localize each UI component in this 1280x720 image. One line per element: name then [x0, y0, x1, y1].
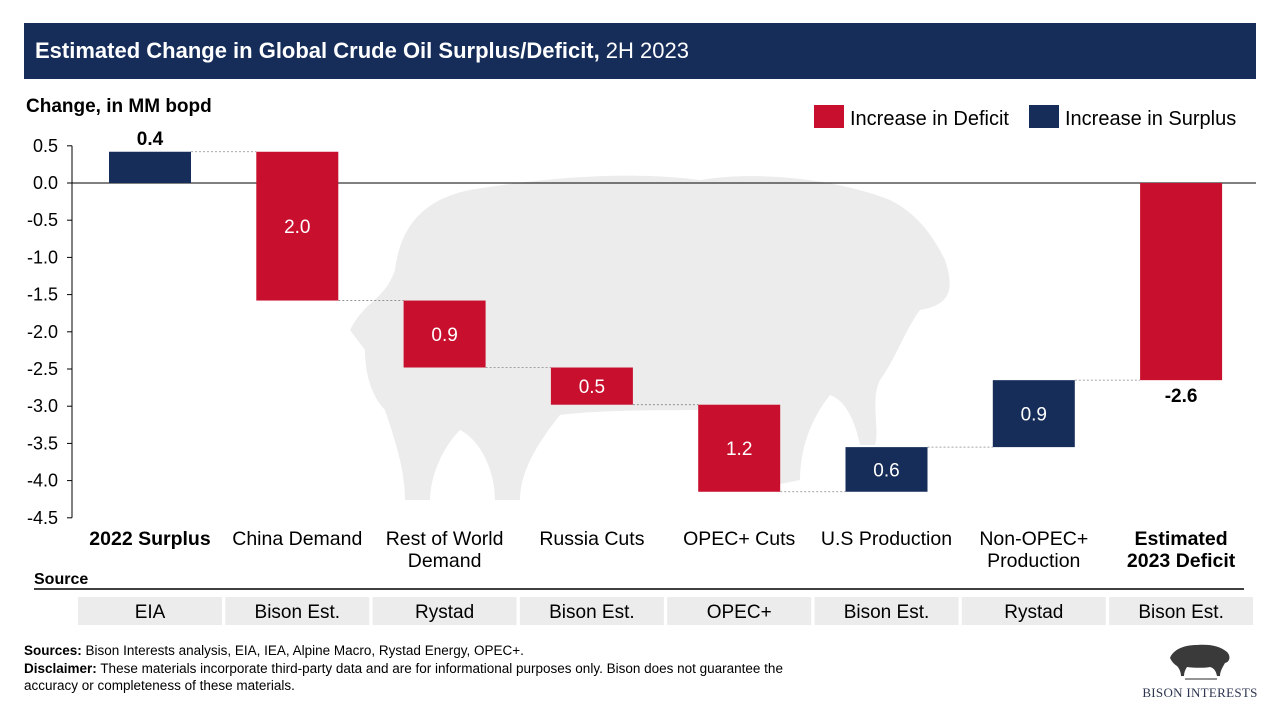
data-label: 0.9 — [1021, 405, 1047, 426]
x-category-label: Production — [987, 550, 1080, 572]
y-tick-label: -1.5 — [27, 285, 58, 305]
legend: Increase in Deficit Increase in Surplus — [814, 105, 1236, 130]
source-cell — [225, 597, 370, 625]
chart-title-period: 2H 2023 — [605, 38, 689, 63]
source-cell — [1109, 597, 1254, 625]
y-tick-label: 0.5 — [33, 136, 58, 156]
data-label: 0.9 — [431, 325, 457, 346]
x-category-label: 2022 Surplus — [89, 528, 211, 550]
bison-interests-logo: BISON INTERESTS — [1140, 640, 1260, 701]
source-cell-label: Bison Est. — [549, 602, 635, 623]
source-cell — [372, 597, 517, 625]
source-cell-label: Rystad — [415, 602, 474, 623]
x-category-label: U.S Production — [821, 528, 952, 550]
chart-title-bar: Estimated Change in Global Crude Oil Sur… — [24, 23, 1256, 79]
y-tick-label: -0.5 — [27, 210, 58, 230]
bar-4 — [698, 404, 781, 492]
y-tick-label: -3.5 — [27, 433, 58, 453]
source-row-label: Source — [34, 571, 88, 588]
bar-6 — [992, 380, 1075, 448]
source-cell — [519, 597, 664, 625]
data-label: 0.4 — [137, 129, 164, 150]
sources-text: Bison Interests analysis, EIA, IEA, Alpi… — [85, 643, 524, 658]
source-cell-label: Rystad — [1004, 602, 1063, 623]
x-category-label: Rest of World — [386, 528, 504, 550]
bar-2 — [403, 300, 486, 368]
logo-text: BISON INTERESTS — [1142, 685, 1258, 700]
chart-title-bold: Estimated Change in Global Crude Oil Sur… — [35, 38, 600, 63]
source-cell — [78, 597, 222, 625]
x-category-label: Estimated — [1134, 528, 1227, 550]
data-label: 0.5 — [579, 377, 605, 398]
sources-label: Sources: — [24, 643, 82, 658]
source-cell — [961, 597, 1106, 625]
source-cell-label: OPEC+ — [707, 602, 772, 623]
y-axis-label: Change, in MM bopd — [26, 96, 212, 117]
x-category-label: Demand — [408, 550, 482, 572]
legend-swatch-surplus — [1029, 105, 1059, 128]
x-category-label: China Demand — [232, 528, 362, 550]
source-cell-label: EIA — [135, 602, 166, 623]
footer-notes: Sources: Bison Interests analysis, EIA, … — [24, 642, 784, 695]
x-category-label: OPEC+ Cuts — [683, 528, 795, 550]
disclaimer-text: These materials incorporate third-party … — [24, 660, 783, 694]
legend-label-surplus: Increase in Surplus — [1065, 108, 1236, 130]
source-cell-label: Bison Est. — [255, 602, 341, 623]
x-category-label: 2023 Deficit — [1127, 550, 1236, 572]
y-tick-label: -1.0 — [27, 247, 58, 267]
bar-7 — [1140, 183, 1223, 381]
source-cell — [814, 597, 959, 625]
data-label: -2.6 — [1165, 386, 1198, 407]
legend-label-deficit: Increase in Deficit — [850, 108, 1009, 130]
x-category-label: Russia Cuts — [539, 528, 644, 550]
source-cell — [667, 597, 812, 625]
bar-5 — [845, 447, 928, 492]
disclaimer-label: Disclaimer: — [24, 660, 97, 676]
waterfall-chart: 0.5 0.0 -0.5 -1.0 -1.5 -2.0 -2.5 -3.0 -3.5 -4.0 -4… — [26, 96, 1256, 625]
bar-0 — [109, 151, 191, 183]
bar-1 — [256, 151, 339, 301]
bar-3 — [550, 367, 633, 405]
bison-logo-icon — [1170, 644, 1230, 680]
x-category-label: Non-OPEC+ — [979, 528, 1088, 550]
y-tick-label: -2.5 — [27, 359, 58, 379]
source-cell-label: Bison Est. — [844, 602, 930, 623]
y-tick-label: -2.0 — [27, 322, 58, 342]
y-tick-label: -4.5 — [27, 508, 58, 528]
data-label: 2.0 — [284, 217, 310, 238]
data-label: 0.6 — [873, 460, 899, 481]
data-label: 1.2 — [726, 439, 752, 460]
source-cell-label: Bison Est. — [1138, 602, 1224, 623]
bison-watermark — [350, 175, 950, 500]
y-tick-label: -4.0 — [27, 471, 58, 491]
y-tick-label: -3.0 — [27, 396, 58, 416]
y-tick-label: 0.0 — [33, 173, 58, 193]
legend-swatch-deficit — [814, 105, 844, 128]
